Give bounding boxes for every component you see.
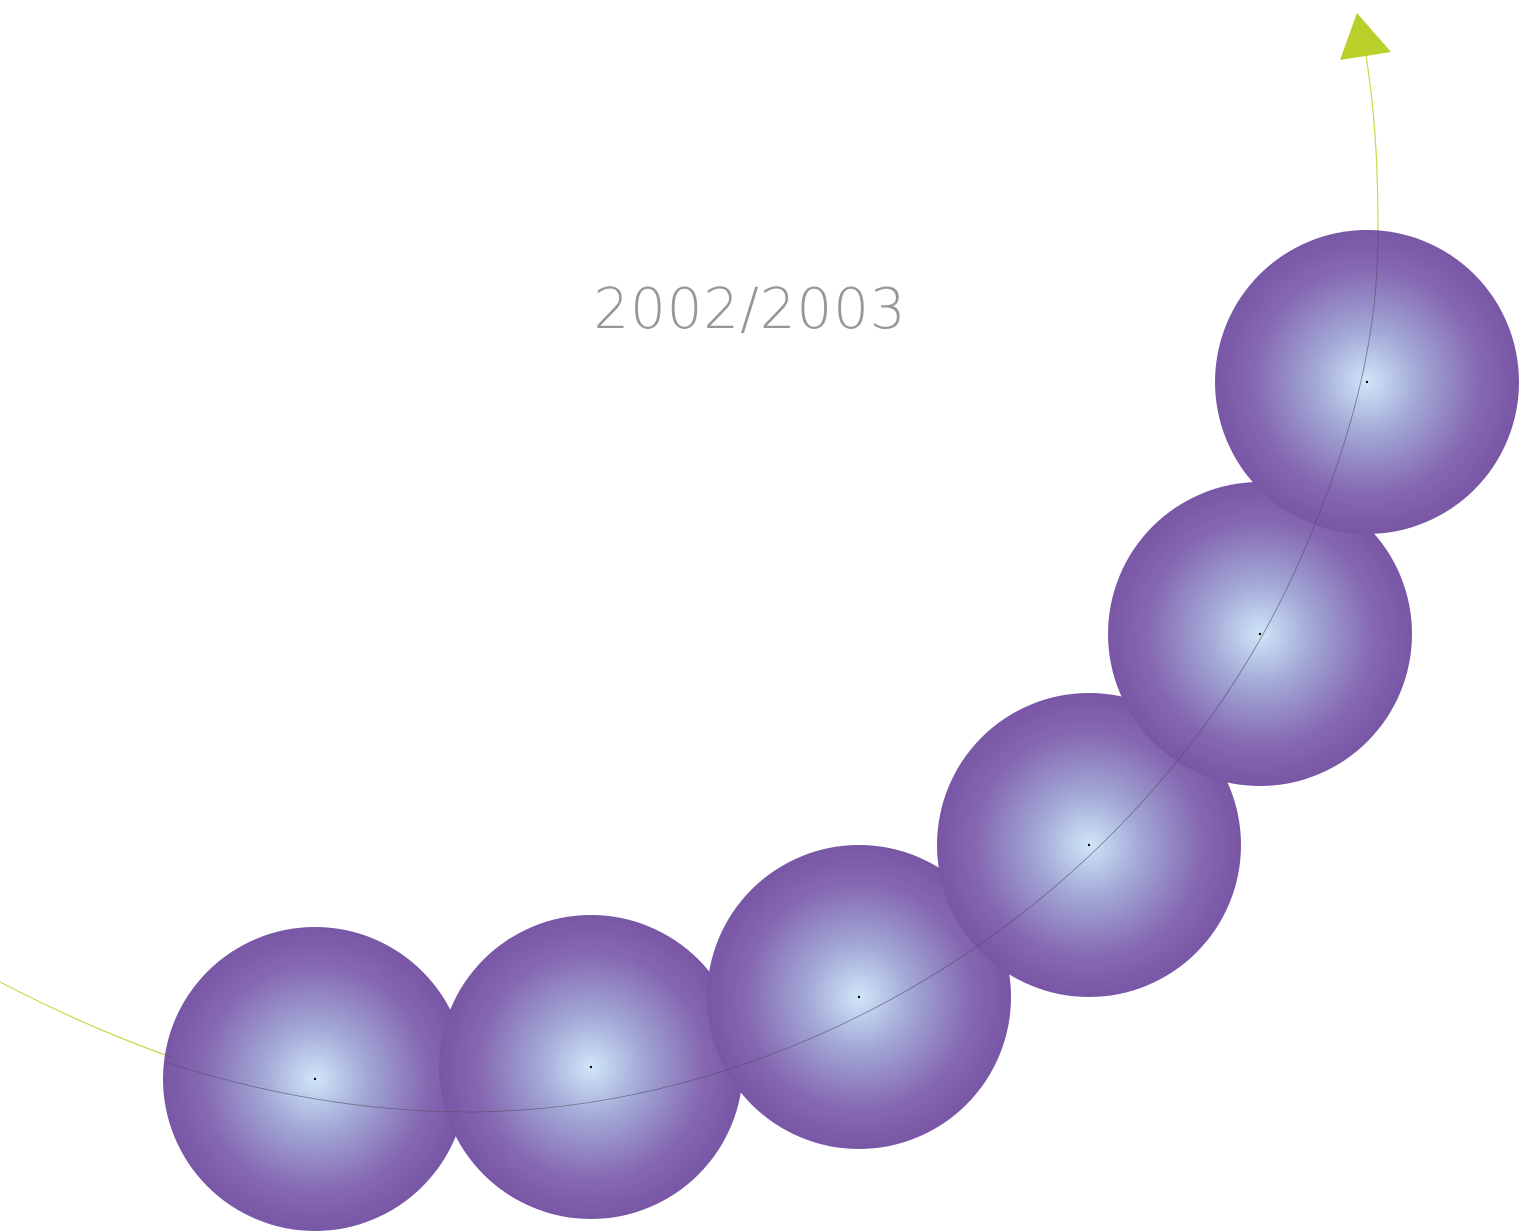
spheres (163, 230, 1519, 1231)
title: 2002/2003 (594, 277, 907, 342)
arrow-head (1340, 13, 1391, 60)
center-dot (1087, 843, 1091, 847)
path-overlay (164, 229, 1379, 1113)
sphere-centers (313, 380, 1369, 1081)
center-dot (589, 1065, 593, 1069)
center-dot (1365, 380, 1369, 384)
center-dot (313, 1077, 317, 1081)
center-dot (857, 995, 861, 999)
center-dot (1258, 632, 1262, 636)
